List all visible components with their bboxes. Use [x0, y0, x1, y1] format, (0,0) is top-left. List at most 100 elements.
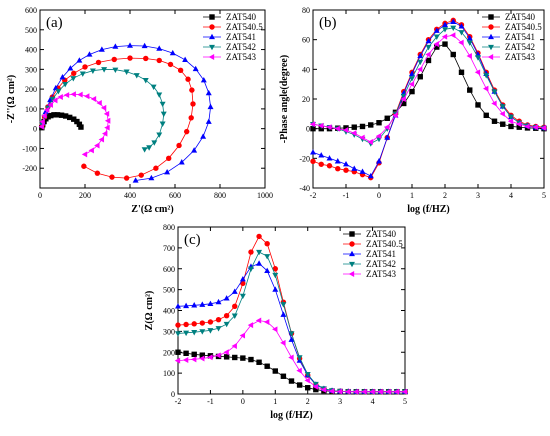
legend-marker [209, 44, 215, 51]
data-point [318, 122, 324, 129]
data-point [63, 92, 70, 99]
series-ZAT541 [175, 260, 408, 394]
data-point [183, 321, 189, 328]
data-point [191, 302, 198, 308]
y-tick-label: -20 [299, 154, 310, 163]
data-point [296, 367, 302, 374]
x-tick-label: 800 [214, 191, 226, 200]
series-line [42, 45, 212, 181]
data-point [95, 59, 102, 66]
data-point [231, 343, 237, 349]
data-point [156, 92, 163, 98]
data-point [39, 118, 45, 125]
data-point [84, 93, 90, 100]
data-point [59, 74, 66, 80]
data-point [223, 321, 230, 328]
series-line [177, 263, 405, 393]
y-tick-label: 100 [163, 369, 175, 378]
y-tick-label: -100 [22, 144, 37, 153]
data-point [239, 275, 246, 282]
data-point [81, 163, 87, 169]
y-tick-label: 300 [25, 65, 37, 74]
data-point [232, 303, 238, 310]
data-point [272, 272, 279, 279]
data-point [207, 354, 213, 361]
data-point [263, 319, 270, 325]
data-point [516, 124, 522, 130]
data-point [475, 102, 481, 108]
y-tick-label: 0 [306, 125, 310, 134]
data-point [288, 378, 295, 384]
data-point [74, 118, 80, 125]
data-point [76, 121, 83, 128]
data-point [425, 44, 432, 51]
data-point [189, 87, 195, 93]
data-point [368, 122, 374, 128]
x-tick-label: 200 [79, 191, 91, 200]
x-tick-label: 4 [371, 397, 375, 406]
data-point [475, 55, 481, 61]
legend-marker [488, 14, 494, 20]
data-point [178, 159, 185, 165]
data-point [359, 168, 366, 174]
data-point [296, 355, 303, 361]
data-point [256, 233, 262, 240]
data-point [280, 311, 287, 317]
series-ZAT543 [309, 32, 547, 145]
data-point [79, 71, 86, 77]
data-point [408, 81, 415, 88]
data-point [318, 152, 325, 158]
data-point [409, 76, 415, 82]
data-point [78, 124, 84, 130]
data-point [385, 388, 391, 395]
y-tick-label: 400 [163, 307, 175, 316]
legend-entry: ZAT540 [366, 229, 396, 239]
data-point [94, 170, 101, 176]
data-point [205, 89, 212, 96]
x-axis-label: Z'(Ω cm²) [131, 204, 173, 215]
data-point [231, 313, 238, 319]
x-axis-label: log (f/HZ) [407, 204, 450, 215]
data-point [326, 155, 333, 161]
data-point [351, 165, 358, 171]
data-point [264, 254, 271, 260]
data-point [450, 25, 457, 32]
y-axis-label: Z(Ω cm²) [144, 291, 155, 331]
data-point [393, 388, 400, 395]
data-point [199, 320, 206, 326]
data-point [104, 124, 110, 131]
data-point [183, 350, 189, 356]
data-point [47, 101, 53, 108]
data-point [417, 59, 424, 66]
data-point [215, 298, 222, 305]
data-point [310, 149, 316, 155]
data-point [191, 147, 198, 153]
y-tick-label: 500 [25, 26, 37, 35]
data-point [200, 133, 207, 139]
data-point [159, 121, 166, 127]
data-point [41, 112, 47, 119]
legend-marker [208, 54, 215, 60]
y-tick-label: 40 [302, 65, 310, 74]
data-point [441, 33, 448, 40]
data-point [458, 23, 465, 29]
data-point [499, 110, 505, 117]
data-point [310, 158, 316, 164]
x-tick-label: -1 [207, 397, 214, 406]
data-point [175, 331, 181, 337]
data-point [532, 124, 538, 131]
data-point [326, 163, 333, 169]
data-point [304, 372, 311, 378]
data-point [351, 124, 357, 130]
data-point [377, 388, 383, 395]
data-point [491, 100, 497, 107]
x-tick-label: 400 [124, 191, 136, 200]
data-point [474, 69, 481, 76]
y-axis-label: -Z''(Ω cm²) [6, 75, 17, 124]
y-tick-label: 600 [25, 6, 37, 15]
data-point [264, 267, 271, 273]
panel-label: (a) [46, 15, 63, 31]
data-point [328, 388, 335, 395]
data-point [318, 161, 324, 167]
